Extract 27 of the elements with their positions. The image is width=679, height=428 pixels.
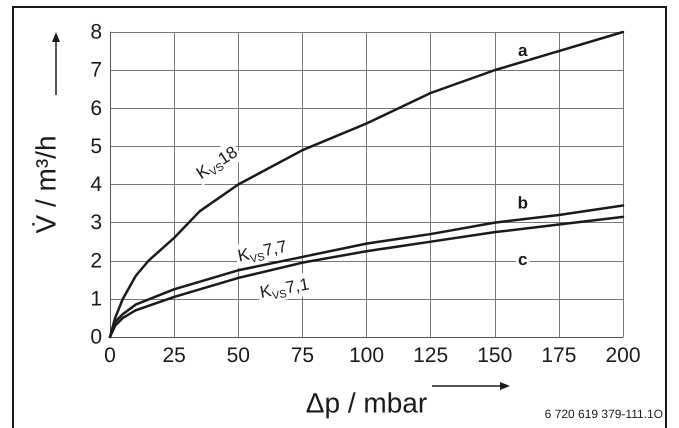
y-tick-label: 4 bbox=[90, 173, 102, 196]
annotation: KVS7,1 bbox=[258, 274, 311, 302]
annotation: KVS18 bbox=[192, 142, 241, 183]
y-tick-label: 3 bbox=[90, 211, 102, 234]
y-tick-label: 6 bbox=[90, 96, 102, 120]
x-axis-title: Δp / mbar bbox=[306, 388, 428, 418]
x-tick-label: 75 bbox=[290, 344, 314, 367]
y-tick-label: 8 bbox=[90, 20, 102, 44]
y-axis-title: V̇ / m³/h bbox=[30, 135, 62, 234]
series-label: c bbox=[518, 250, 528, 270]
x-tick-label: 50 bbox=[226, 344, 250, 367]
x-tick-label: 0 bbox=[104, 344, 116, 367]
y-tick-label: 1 bbox=[90, 287, 102, 310]
y-tick-label: 5 bbox=[90, 134, 102, 158]
text: 6 720 619 379-111.1O bbox=[544, 407, 664, 421]
series-label: b bbox=[518, 194, 528, 213]
x-tick-label: 200 bbox=[605, 344, 641, 367]
x-tick-label: 150 bbox=[477, 344, 512, 367]
x-tick-label: 175 bbox=[541, 344, 576, 367]
series-label: a bbox=[518, 41, 528, 60]
x-tick-label: 125 bbox=[413, 344, 448, 367]
x-tick-label: 100 bbox=[348, 344, 384, 367]
x-tick-label: 25 bbox=[162, 344, 186, 367]
y-tick-label: 0 bbox=[90, 326, 102, 348]
y-tick-label: 7 bbox=[90, 58, 102, 82]
y-tick-label: 2 bbox=[90, 249, 102, 272]
annotation: KVS7,7 bbox=[236, 236, 289, 266]
